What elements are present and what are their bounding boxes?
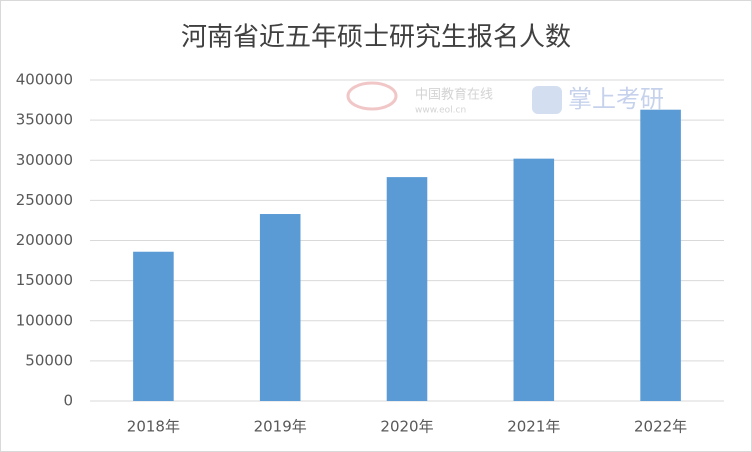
watermark-text: 掌上考研 — [568, 85, 664, 113]
watermark-logo — [346, 81, 398, 111]
bar — [640, 109, 681, 401]
watermark-icon — [532, 86, 562, 114]
y-tick-label: 50000 — [25, 351, 73, 369]
bar — [386, 177, 428, 401]
y-tick-label: 0 — [63, 392, 73, 410]
bar — [513, 158, 555, 401]
bar — [259, 214, 301, 401]
chart-title: 河南省近五年硕士研究生报名人数 — [181, 23, 571, 53]
y-tick-label: 250000 — [16, 191, 73, 209]
watermark-text: 中国教育在线 — [415, 87, 493, 103]
watermarks: 中国教育在线 www.eol.cn 掌上考研 — [346, 81, 664, 116]
y-tick-label: 150000 — [16, 271, 73, 289]
y-tick-label: 200000 — [16, 231, 73, 249]
x-tick-label: 2019年 — [254, 418, 307, 436]
x-tick-label: 2018年 — [127, 418, 180, 436]
x-tick-label: 2022年 — [634, 418, 687, 436]
watermark-text: www.eol.cn — [415, 106, 466, 116]
y-tick-label: 300000 — [16, 151, 73, 169]
y-tick-label: 400000 — [16, 71, 73, 89]
y-tick-label: 100000 — [16, 311, 73, 329]
x-tick-label: 2020年 — [380, 418, 433, 436]
bar — [133, 251, 174, 401]
x-tick-label: 2021年 — [507, 418, 560, 436]
y-tick-label: 350000 — [16, 111, 73, 129]
